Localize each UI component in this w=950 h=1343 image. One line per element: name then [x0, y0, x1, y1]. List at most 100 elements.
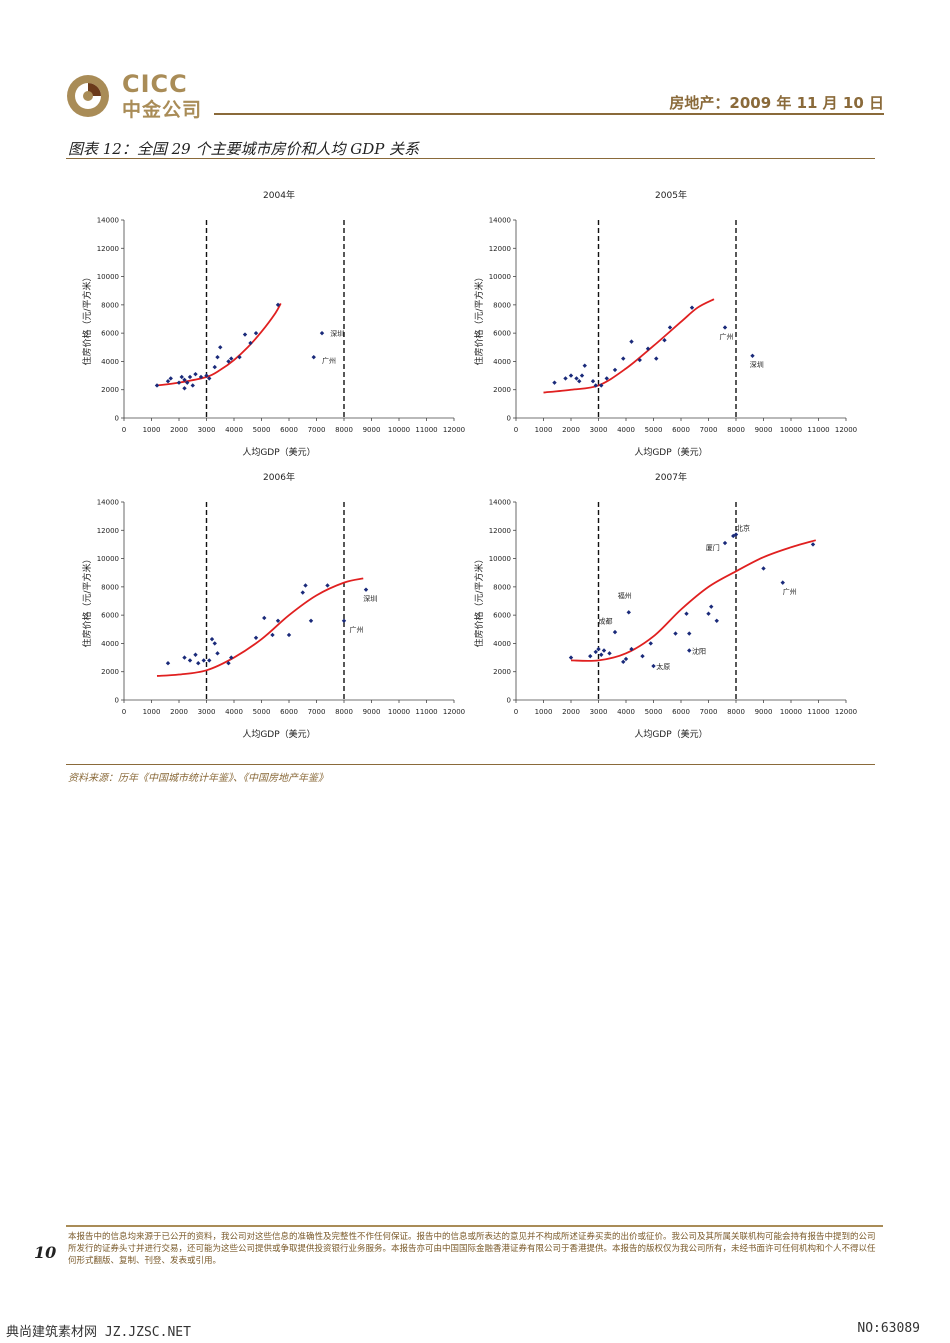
data-point: [286, 632, 292, 638]
x-axis-label: 人均GDP（美元）: [634, 728, 707, 740]
data-point: [207, 376, 212, 381]
y-tick-label: 2000: [101, 386, 119, 394]
data-point: [593, 383, 598, 388]
data-point: [684, 611, 689, 616]
x-tick-label: 2000: [562, 426, 580, 434]
x-tick-label: 1000: [143, 708, 161, 716]
data-point: [714, 618, 719, 623]
logo-text-en: CICC: [122, 70, 188, 98]
x-tick-label: 4000: [617, 426, 635, 434]
city-label: 太原: [656, 662, 670, 671]
x-tick-label: 7000: [700, 426, 718, 434]
data-point: [588, 653, 593, 659]
y-tick-label: 6000: [493, 612, 511, 620]
chart-title: 2004年: [263, 189, 295, 201]
y-tick-label: 0: [115, 697, 119, 705]
data-point: [577, 379, 582, 384]
y-tick-label: 4000: [493, 640, 511, 648]
y-axis-label: 住房价格（元/平方米）: [473, 554, 485, 647]
x-tick-label: 7000: [308, 708, 326, 716]
y-tick-label: 12000: [97, 527, 119, 535]
data-point: [190, 383, 195, 388]
x-tick-label: 4000: [225, 426, 243, 434]
data-point: [187, 658, 193, 663]
data-point: [311, 354, 316, 360]
city-label: 沈阳: [692, 646, 706, 655]
data-point: [568, 373, 574, 378]
y-tick-label: 10000: [489, 273, 511, 281]
y-tick-label: 14000: [97, 499, 119, 507]
y-tick-label: 6000: [101, 612, 119, 620]
x-tick-label: 3000: [198, 426, 216, 434]
data-point: [215, 354, 220, 360]
y-axis-label: 住房价格（元/平方米）: [81, 554, 93, 647]
x-tick-label: 9000: [363, 426, 381, 434]
x-tick-label: 5000: [253, 426, 271, 434]
data-point: [582, 363, 587, 368]
data-point: [168, 376, 173, 381]
x-tick-label: 5000: [253, 708, 271, 716]
x-tick-label: 3000: [198, 708, 216, 716]
data-point: [593, 649, 598, 655]
data-point: [623, 656, 629, 662]
cicc-logo-icon: [67, 75, 109, 117]
data-point: [270, 632, 275, 638]
data-point: [673, 631, 678, 636]
x-axis-label: 人均GDP（美元）: [242, 728, 315, 740]
data-point: [563, 376, 568, 381]
x-tick-label: 3000: [590, 426, 608, 434]
x-tick-label: 5000: [645, 708, 663, 716]
data-point: [253, 635, 259, 640]
y-tick-label: 4000: [493, 358, 511, 366]
x-tick-label: 11000: [807, 426, 829, 434]
city-label: 深圳: [750, 360, 764, 369]
footer-divider: [66, 1225, 883, 1227]
y-tick-label: 12000: [489, 245, 511, 253]
chart-svg: 2005年 0 2000 4000 6000 8000 10000 12000 14000 0 10…: [473, 189, 857, 458]
trend-curve: [156, 303, 282, 387]
x-tick-label: 8000: [727, 708, 745, 716]
figure-title: 图表 12：全国 29 个主要城市房价和人均 GDP 关系: [68, 140, 420, 158]
data-point: [226, 661, 231, 666]
city-label: 福州: [618, 591, 632, 600]
data-point: [667, 325, 673, 330]
y-tick-label: 4000: [101, 358, 119, 366]
data-point: [709, 604, 714, 609]
data-point: [612, 367, 618, 373]
header-divider: [214, 113, 884, 115]
data-point: [607, 651, 612, 656]
data-point: [325, 583, 330, 588]
y-tick-label: 14000: [489, 499, 511, 507]
chart-2004: 2004年 0 2000 4000 6000 8000 10000 12000 14000 0 10…: [66, 180, 466, 465]
x-tick-label: 0: [122, 708, 126, 716]
y-tick-label: 0: [507, 697, 511, 705]
y-axis-label: 住房价格（元/平方米）: [81, 272, 93, 365]
data-point: [552, 380, 557, 385]
data-point: [601, 648, 607, 653]
y-tick-label: 8000: [493, 583, 511, 591]
trend-curve: [156, 577, 364, 677]
chart-2005: 2005年 0 2000 4000 6000 8000 10000 12000 14000 0 10…: [458, 180, 858, 465]
data-point: [176, 380, 182, 385]
y-tick-label: 2000: [493, 386, 511, 394]
data-point: [300, 590, 305, 595]
chart-title: 2005年: [655, 189, 687, 201]
x-tick-label: 7000: [308, 426, 326, 434]
y-tick-label: 10000: [97, 555, 119, 563]
data-point: [187, 374, 193, 380]
watermark-right: NO:63089: [857, 1321, 920, 1336]
data-point: [574, 376, 579, 381]
x-tick-label: 9000: [755, 426, 773, 434]
data-point: [215, 651, 220, 656]
data-point: [196, 661, 201, 666]
y-tick-label: 6000: [493, 330, 511, 338]
logo-text-cn: 中金公司: [122, 99, 203, 121]
x-tick-label: 11000: [415, 426, 437, 434]
data-point: [780, 580, 785, 585]
data-point: [596, 646, 601, 652]
trend-curve: [570, 539, 816, 662]
chart-2006: 2006年 0 2000 4000 6000 8000 10000 12000 14000 0 10…: [66, 462, 466, 747]
data-point: [662, 338, 667, 343]
data-point: [212, 364, 217, 370]
x-tick-label: 5000: [645, 426, 663, 434]
